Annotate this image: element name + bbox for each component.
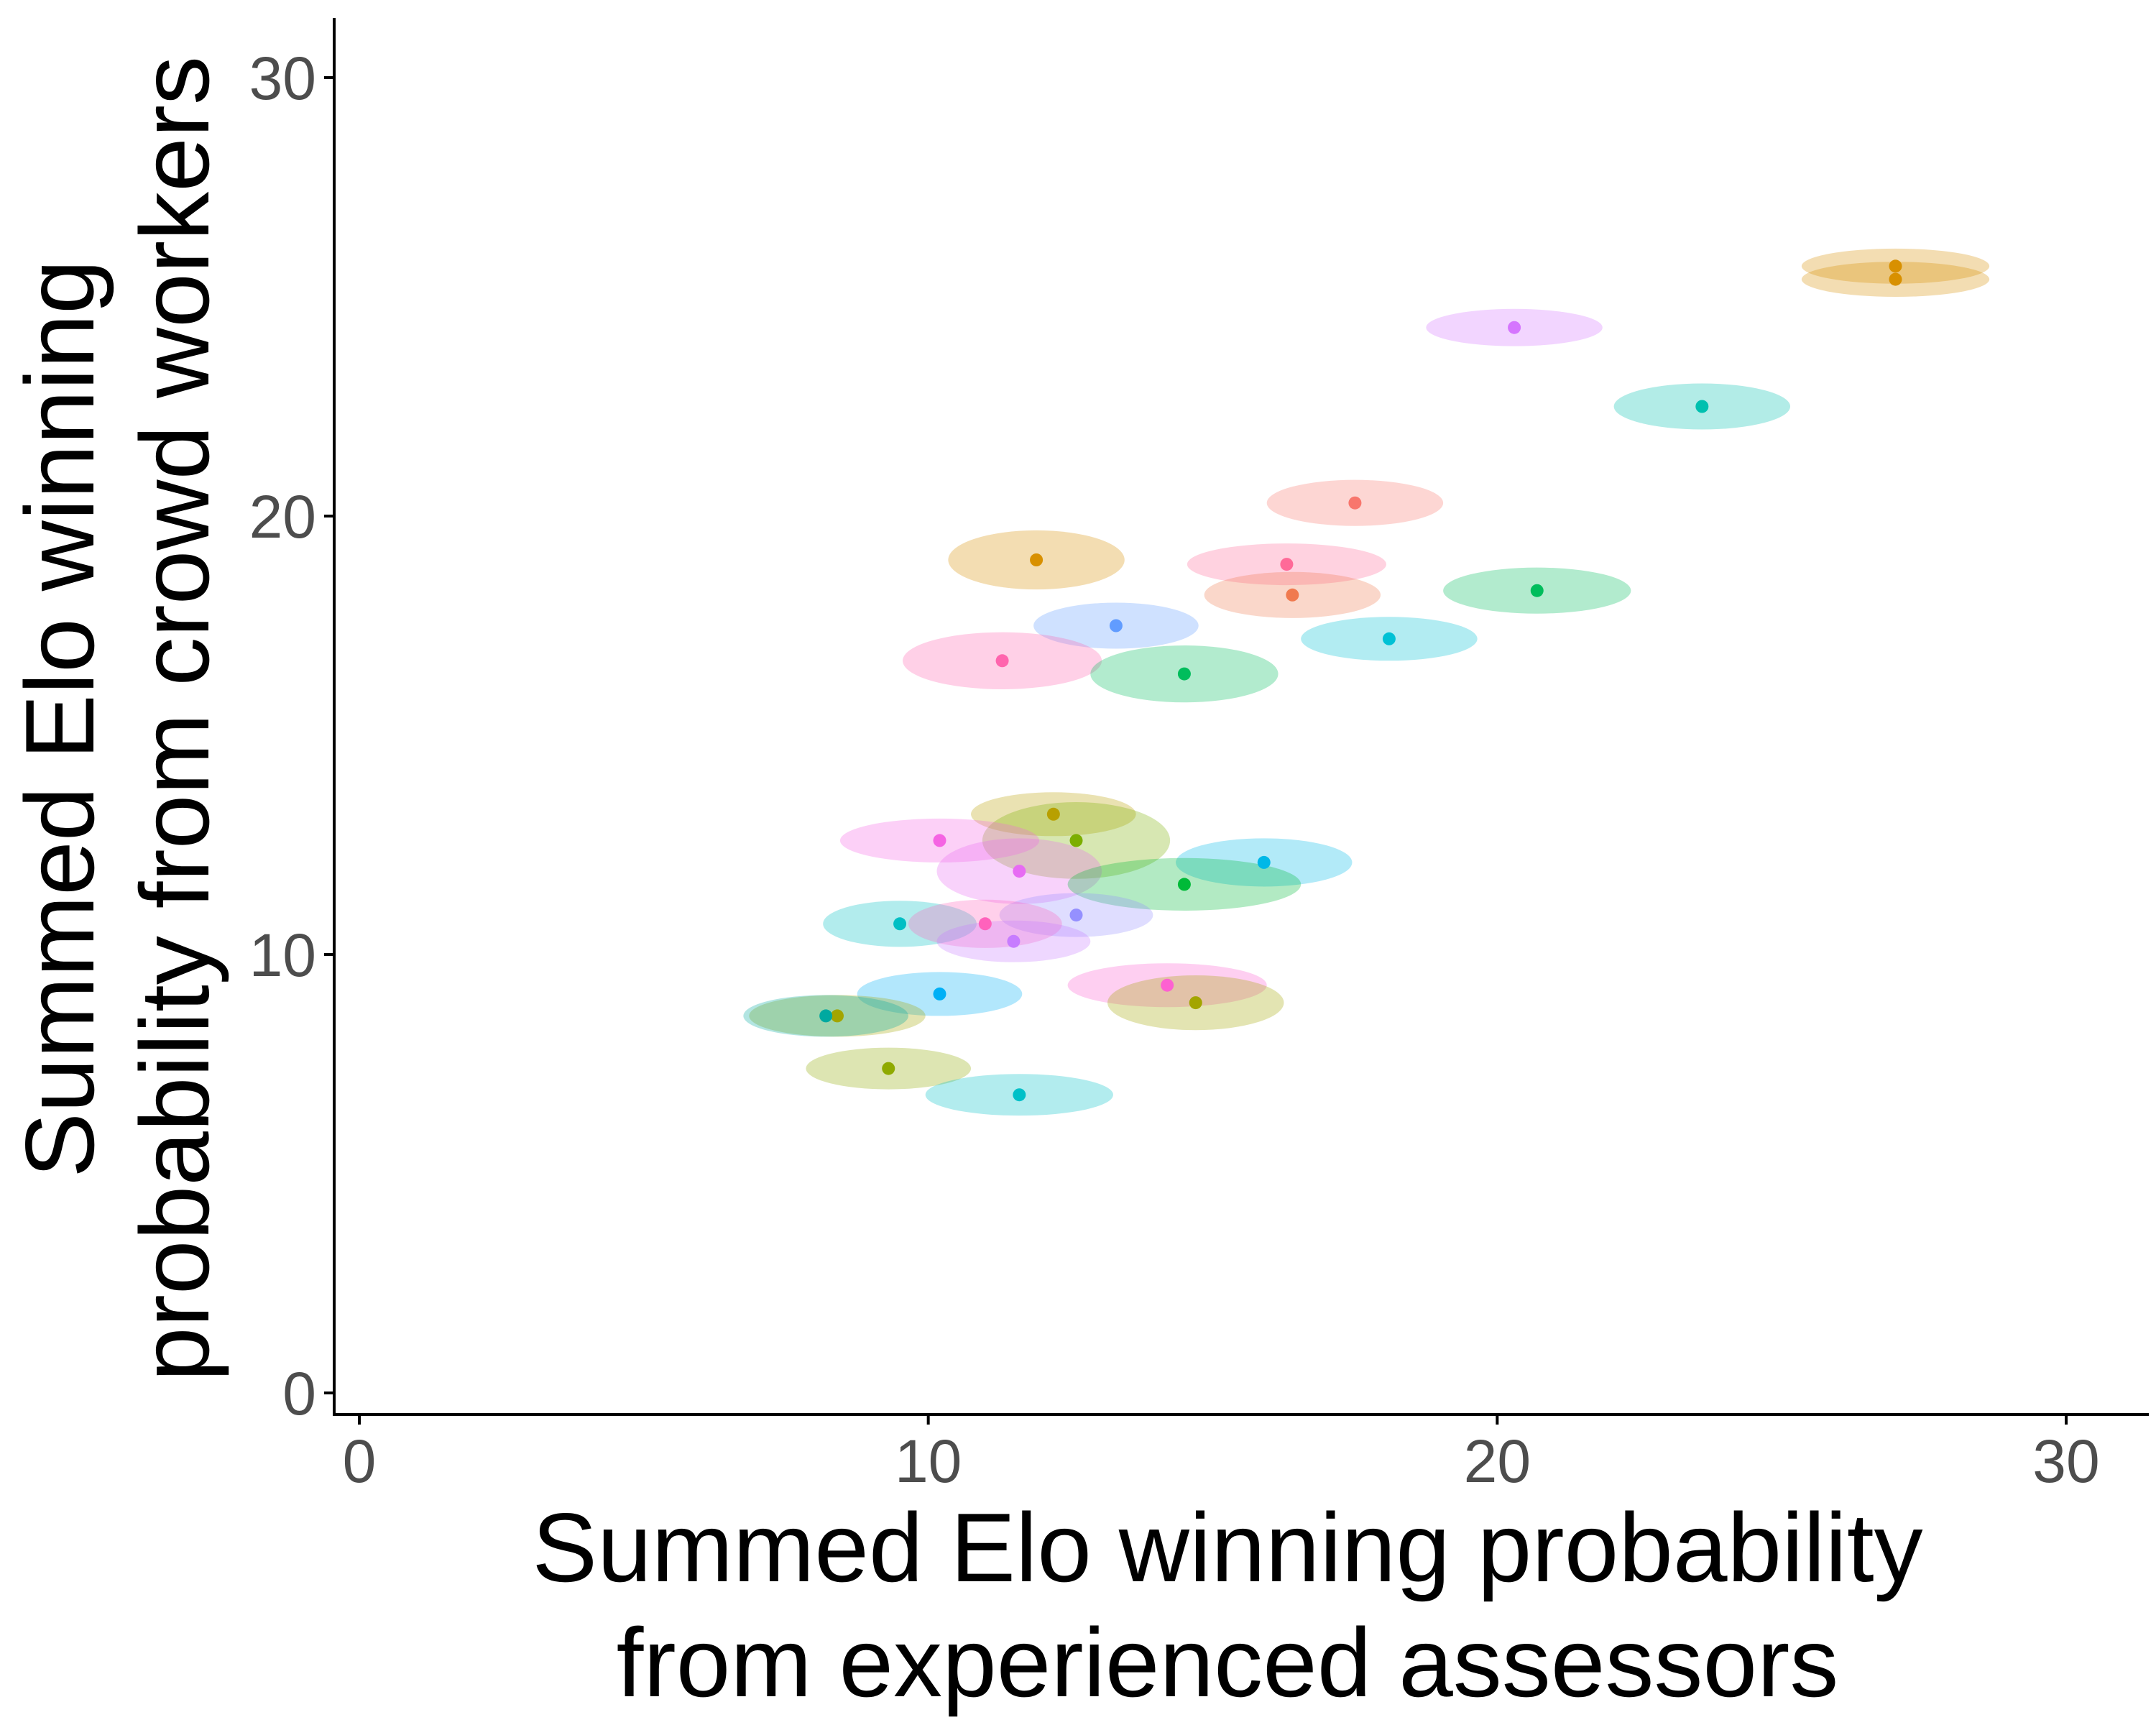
ticks: 0 10 20 30 0 10 20 30 (249, 45, 2100, 1495)
data-point-27 (831, 1009, 844, 1023)
data-point-20 (1069, 908, 1083, 922)
data-point-22 (978, 917, 992, 931)
x-tick-label-30: 30 (2032, 1427, 2099, 1495)
data-point-7 (1280, 558, 1294, 571)
data-point-30 (1013, 1088, 1026, 1102)
data-point-16 (933, 834, 946, 847)
data-point-14 (1046, 807, 1060, 821)
data-point-10 (1109, 619, 1123, 632)
data-point-29 (882, 1062, 895, 1075)
data-point-26 (933, 987, 946, 1000)
data-point-28 (819, 1009, 833, 1023)
data-point-12 (995, 654, 1009, 668)
y-axis-title-line-2: probability from crowd workers (120, 56, 229, 1381)
x-tick-label-10: 10 (895, 1427, 962, 1495)
data-point-25 (1189, 996, 1202, 1010)
data-point-21 (893, 917, 907, 931)
data-point-3 (1508, 321, 1521, 334)
data-point-15 (1069, 834, 1083, 847)
data-point-17 (1257, 855, 1271, 869)
axes (333, 18, 2149, 1416)
data-point-19 (1177, 878, 1191, 891)
axis-titles: Summed Elo winning probability from expe… (5, 56, 1923, 1717)
data-point-2 (1889, 272, 1902, 286)
data-point-6 (1030, 553, 1044, 566)
data-point-4 (1695, 400, 1709, 413)
y-tick-label-10: 10 (249, 921, 316, 989)
x-axis-title-line-2: from experienced assessors (617, 1608, 1839, 1717)
data-point-8 (1286, 588, 1299, 602)
x-axis-title-line-1: Summed Elo winning probability (532, 1493, 1922, 1602)
x-tick-label-20: 20 (1464, 1427, 1531, 1495)
x-tick-label-0: 0 (343, 1427, 377, 1495)
y-tick-label-0: 0 (282, 1360, 316, 1427)
y-axis-title-line-1: Summed Elo winning (5, 259, 114, 1178)
y-tick-label-20: 20 (249, 483, 316, 551)
data-point-18 (1013, 865, 1026, 878)
data-point-11 (1382, 632, 1396, 645)
y-axis-title: Summed Elo winning (5, 259, 114, 1178)
data-point-5 (1348, 496, 1362, 510)
data-point-9 (1530, 584, 1544, 597)
y-axis-title-2: probability from crowd workers (120, 56, 229, 1381)
data-point-1 (1889, 259, 1902, 273)
y-tick-label-30: 30 (249, 45, 316, 112)
data-points (819, 259, 1902, 1102)
data-point-13 (1177, 667, 1191, 681)
confidence-ellipses (743, 248, 1990, 1116)
data-point-23 (1007, 934, 1021, 948)
data-point-24 (1161, 978, 1174, 992)
